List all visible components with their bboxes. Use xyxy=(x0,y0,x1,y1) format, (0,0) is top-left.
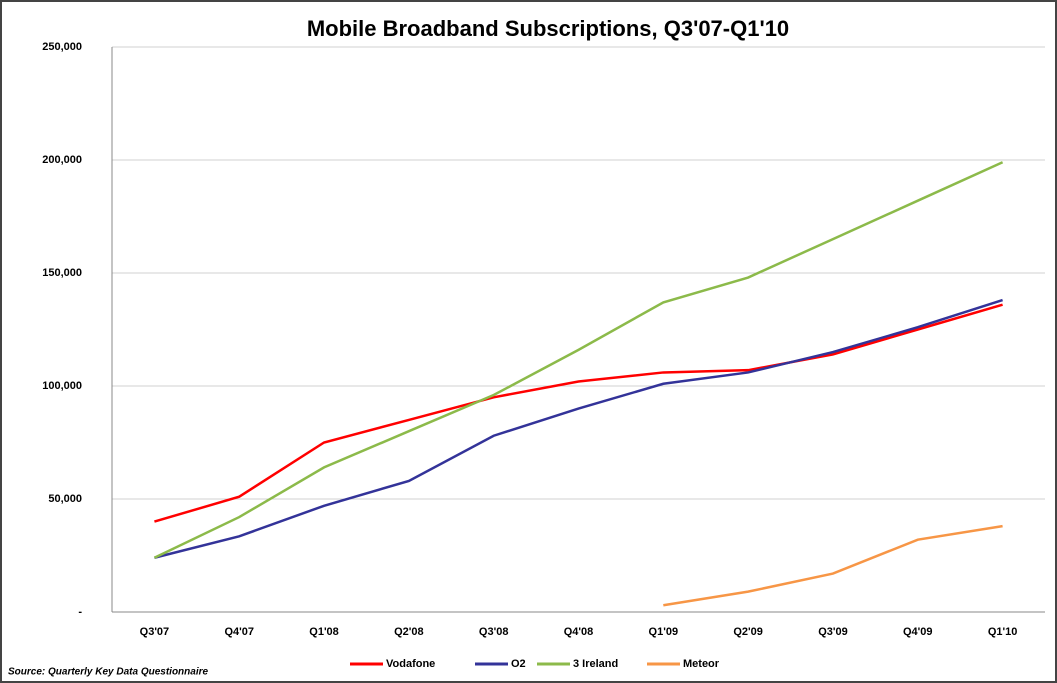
x-tick-label: Q2'09 xyxy=(733,626,763,638)
series-line xyxy=(663,524,1003,607)
series-line xyxy=(153,161,1004,559)
x-tick-label: Q4'08 xyxy=(564,626,594,638)
legend-label: 3 Ireland xyxy=(573,658,618,670)
x-tick-label: Q1'10 xyxy=(988,626,1018,638)
legend-label: O2 xyxy=(511,658,526,670)
x-tick-label: Q4'07 xyxy=(224,626,254,638)
legend-label: Vodafone xyxy=(386,658,435,670)
y-tick-label: 150,000 xyxy=(42,267,82,279)
x-tick-label: Q1'09 xyxy=(649,626,679,638)
y-tick-label: 250,000 xyxy=(42,41,82,53)
x-tick-label: Q2'08 xyxy=(394,626,424,638)
series-line xyxy=(154,298,1003,559)
legend-label: Meteor xyxy=(683,658,720,670)
y-tick-label: - xyxy=(78,606,82,618)
y-tick-label: 200,000 xyxy=(42,154,82,166)
source-note: Source: Quarterly Key Data Questionnaire xyxy=(8,667,209,678)
y-tick-label: 50,000 xyxy=(48,493,82,505)
x-tick-label: Q3'07 xyxy=(140,626,170,638)
chart-title: Mobile Broadband Subscriptions, Q3'07-Q1… xyxy=(307,16,789,41)
x-tick-label: Q3'09 xyxy=(818,626,848,638)
x-tick-label: Q1'08 xyxy=(309,626,339,638)
x-tick-label: Q4'09 xyxy=(903,626,933,638)
series-line xyxy=(154,303,1003,523)
x-tick-label: Q3'08 xyxy=(479,626,509,638)
y-tick-label: 100,000 xyxy=(42,380,82,392)
